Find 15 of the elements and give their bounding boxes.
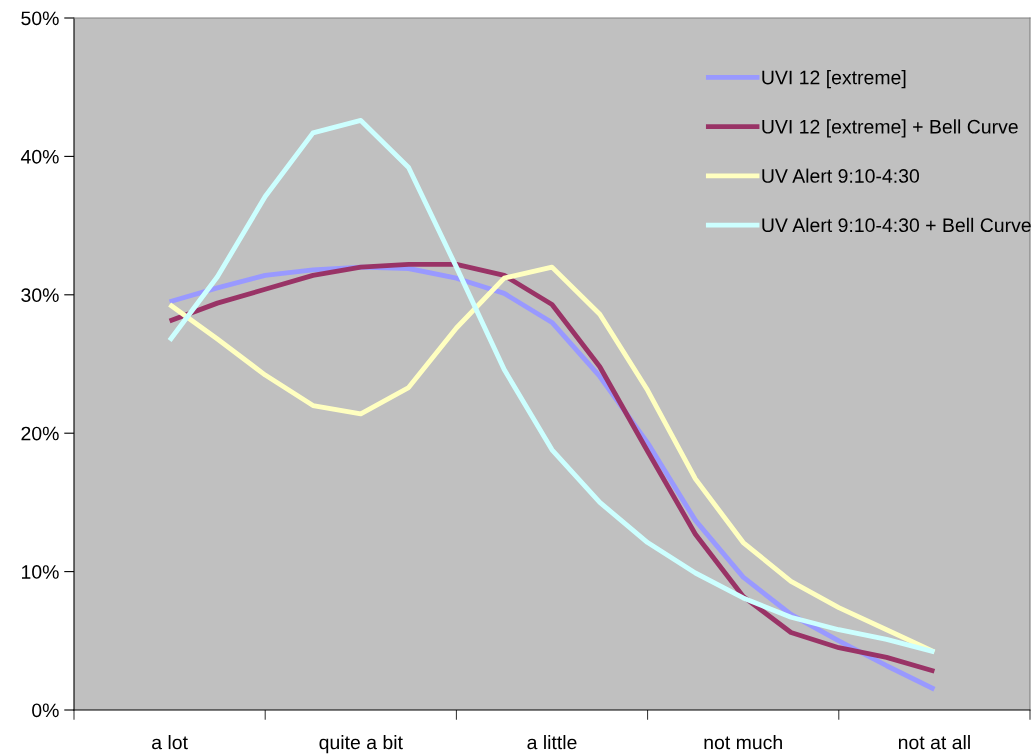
x-tick-label: not much — [704, 735, 782, 750]
legend-label: UV Alert 9:10-4:30 + Bell Curve — [762, 217, 1031, 233]
y-tick-label: 20% — [21, 426, 59, 441]
x-tick-label: not at all — [898, 735, 970, 750]
legend-label: UVI 12 [extreme] — [762, 70, 906, 89]
x-tick-label: a lot — [152, 735, 188, 750]
x-tick-label: a little — [527, 735, 577, 750]
legend-label: UVI 12 [extreme] + Bell Curve — [762, 119, 1018, 138]
y-tick-label: 10% — [21, 565, 59, 579]
legend-label: UV Alert 9:10-4:30 — [762, 168, 920, 183]
x-tick-label: quite a bit — [319, 735, 403, 754]
y-tick-label: 0% — [32, 703, 59, 718]
y-tick-label: 30% — [21, 288, 59, 303]
y-tick-label: 50% — [21, 11, 59, 26]
y-tick-label: 40% — [20, 149, 59, 164]
